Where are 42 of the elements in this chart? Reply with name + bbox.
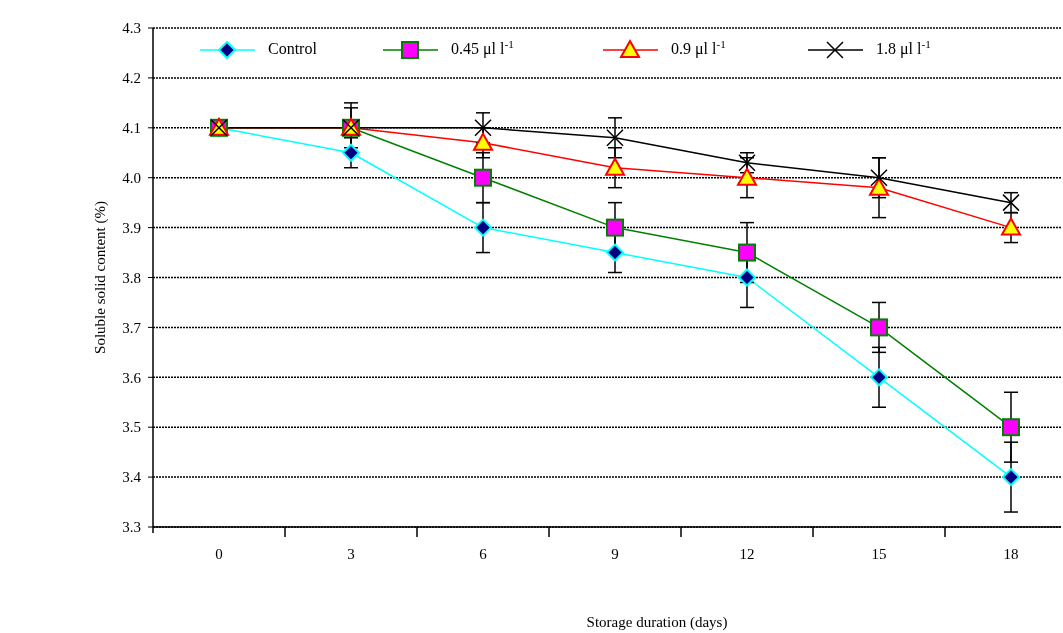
x-tick-label: 6 xyxy=(479,546,488,562)
point xyxy=(870,368,888,387)
point xyxy=(869,177,889,196)
legend-label: 1.8 μl l$^{-1}$ xyxy=(876,38,931,58)
y-tick-label: 4.2 xyxy=(122,70,141,87)
point xyxy=(738,243,756,262)
x-tick-label: 9 xyxy=(611,546,619,562)
x-tick-label: 15 xyxy=(871,546,887,562)
point xyxy=(342,143,360,162)
point xyxy=(606,218,624,237)
x-tick-label: 3 xyxy=(347,546,355,562)
point xyxy=(1002,468,1020,487)
y-tick-label: 4.0 xyxy=(122,169,141,186)
point xyxy=(606,129,624,147)
y-tick-label: 3.6 xyxy=(122,369,142,386)
point xyxy=(605,157,625,176)
y-tick-label: 3.3 xyxy=(122,519,141,536)
y-tick-label: 3.4 xyxy=(122,469,142,486)
y-tick-label: 3.7 xyxy=(122,319,142,336)
point xyxy=(473,132,493,151)
point xyxy=(1002,418,1020,437)
legend-label: Control xyxy=(268,40,318,57)
y-tick-label: 3.8 xyxy=(122,269,141,286)
point xyxy=(474,218,492,237)
point xyxy=(738,268,756,287)
x-tick-label: 12 xyxy=(739,546,755,562)
point xyxy=(606,243,624,262)
point xyxy=(870,318,888,337)
x-tick-label: 0 xyxy=(215,546,223,562)
point xyxy=(474,119,492,137)
y-tick-label: 3.5 xyxy=(122,419,141,436)
y-tick-label: 3.9 xyxy=(122,219,141,236)
x-tick-label: 18 xyxy=(1003,546,1019,562)
legend-label: 0.9 μl l$^{-1}$ xyxy=(671,38,726,58)
point xyxy=(1001,217,1021,236)
y-axis-title: Soluble solid content (%) xyxy=(92,201,109,354)
x-axis-title: Storage duration (days) xyxy=(586,614,728,631)
y-tick-label: 4.1 xyxy=(122,120,141,137)
point xyxy=(870,168,888,187)
legend-label: 0.45 μl l$^{-1}$ xyxy=(451,38,514,58)
y-tick-label: 4.3 xyxy=(122,20,141,37)
point xyxy=(474,168,492,187)
